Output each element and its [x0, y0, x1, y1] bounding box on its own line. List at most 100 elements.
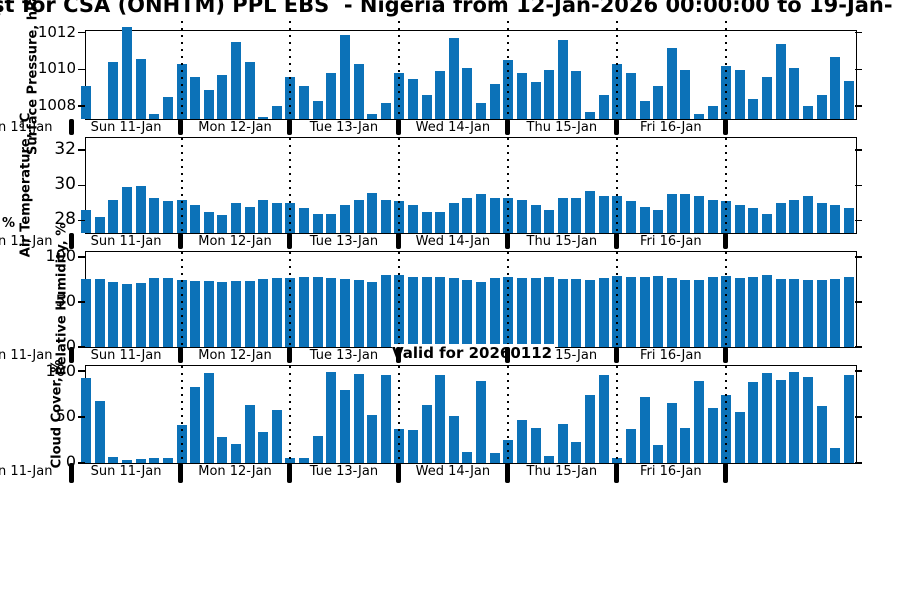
relative-humidity-bar	[353, 279, 364, 347]
relative-humidity-bar	[312, 277, 323, 347]
surface-pressure-bar	[693, 113, 704, 119]
day-gridline	[725, 252, 728, 347]
relative-humidity-bar	[557, 278, 568, 347]
day-gridline	[398, 21, 401, 119]
relative-humidity-bar	[217, 282, 228, 347]
relative-humidity-bar	[149, 278, 160, 347]
surface-pressure-bar	[476, 102, 487, 119]
day-label: Wed 14-Jan	[415, 464, 491, 479]
surface-pressure-bar	[653, 86, 664, 119]
surface-pressure-bar	[666, 47, 677, 119]
day-major-tick	[178, 347, 184, 363]
cloud-cover-bar	[476, 380, 487, 463]
ytick-label: 0	[65, 336, 76, 356]
air-temperature-bar	[693, 196, 704, 233]
surface-pressure-bar	[299, 86, 310, 119]
day-major-tick	[178, 233, 184, 249]
day-label: Fri 16-Jan	[639, 120, 702, 135]
ytick-mark-right	[855, 416, 862, 418]
day-label: Tue 13-Jan	[309, 348, 379, 363]
surface-pressure-bar	[816, 95, 827, 119]
day-major-tick	[178, 463, 184, 483]
relative-humidity-bar	[516, 278, 527, 347]
cloud-cover-bar	[217, 437, 228, 463]
day-major-tick	[613, 233, 619, 249]
air-temperature-bar	[775, 203, 786, 233]
day-label: Mon 12-Jan	[198, 348, 272, 363]
cloud-cover-bar	[190, 387, 201, 463]
surface-pressure-bar	[108, 62, 119, 119]
cloud-cover-bar	[258, 431, 269, 463]
air-temperature-bar	[353, 199, 364, 233]
day-major-tick	[722, 233, 728, 249]
cloud-cover-bar	[625, 429, 636, 463]
relative-humidity-bar	[190, 280, 201, 347]
cloud-cover-bar	[666, 402, 677, 463]
surface-pressure-bar	[448, 38, 459, 119]
plot-relative-humidity	[81, 251, 857, 348]
day-major-tick	[69, 347, 75, 363]
surface-pressure-bar	[339, 34, 350, 119]
cloud-cover-bar	[122, 460, 133, 463]
day-major-tick	[613, 119, 619, 135]
ytick-mark-right	[855, 346, 862, 348]
relative-humidity-bar	[367, 281, 378, 347]
air-temperature-bar	[203, 211, 214, 233]
relative-humidity-bar	[162, 278, 173, 347]
cloud-cover-bar	[135, 459, 146, 463]
air-temperature-bar	[625, 201, 636, 233]
day-major-tick	[722, 463, 728, 483]
cloud-cover-bar	[585, 395, 596, 463]
day-gridline	[507, 366, 510, 463]
cloud-cover-bar	[149, 458, 160, 463]
surface-pressure-bar	[435, 71, 446, 119]
air-temperature-bar	[380, 199, 391, 233]
relative-humidity-bar	[598, 278, 609, 347]
ylabel-relative-humidity: Relative Humidity, %	[54, 222, 70, 375]
day-gridline	[289, 21, 292, 119]
air-temperature-bar	[707, 199, 718, 233]
day-gridline	[180, 252, 183, 347]
day-gridline	[507, 252, 510, 347]
relative-humidity-bar	[421, 277, 432, 347]
cloud-cover-bar	[489, 452, 500, 463]
relative-humidity-bar	[585, 279, 596, 347]
plot-cloud-cover	[81, 365, 857, 464]
cloud-cover-bar	[516, 420, 527, 463]
ytick-label: 50	[55, 406, 76, 426]
day-major-tick	[69, 463, 75, 483]
surface-pressure-bar	[489, 84, 500, 119]
day-major-tick	[504, 233, 510, 249]
surface-pressure-bar	[462, 67, 473, 119]
surface-pressure-bar	[149, 113, 160, 119]
cloud-cover-bar	[312, 436, 323, 463]
cloud-cover-bar	[734, 411, 745, 463]
day-label: Wed 14-Jan	[415, 234, 491, 249]
cloud-cover-bar	[462, 452, 473, 463]
air-temperature-bar	[680, 194, 691, 233]
day-label: Fri 16-Jan	[639, 464, 702, 479]
air-temperature-bar	[516, 199, 527, 233]
day-gridline	[616, 138, 619, 233]
ytick-mark-right	[855, 149, 862, 151]
cloud-cover-bar	[94, 400, 105, 463]
day-label: Thu 15-Jan	[526, 464, 598, 479]
cloud-cover-bar	[598, 375, 609, 463]
ytick-mark-left	[78, 346, 85, 348]
day-major-tick	[395, 463, 401, 483]
relative-humidity-bar	[299, 277, 310, 347]
cloud-cover-bar	[775, 379, 786, 463]
cloud-cover-bar	[830, 448, 841, 463]
surface-pressure-bar	[762, 76, 773, 119]
cloud-cover-bar	[367, 414, 378, 463]
relative-humidity-bar	[571, 278, 582, 347]
surface-pressure-bar	[135, 58, 146, 119]
cloud-cover-bar	[421, 405, 432, 463]
air-temperature-bar	[476, 194, 487, 233]
ytick-mark-left	[78, 219, 85, 222]
ytick-mark-left	[78, 416, 85, 418]
cloud-cover-bar	[693, 380, 704, 463]
ylabel-cloud-cover: Cloud Cover, %	[49, 359, 65, 468]
cloud-cover-bar	[108, 456, 119, 463]
relative-humidity-bar	[81, 278, 92, 347]
